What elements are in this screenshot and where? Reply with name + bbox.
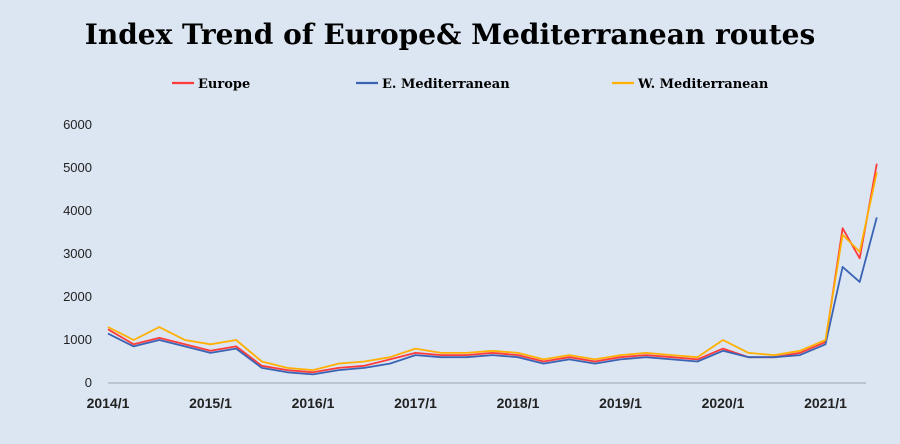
- y-tick-label: 4000: [63, 203, 92, 218]
- x-tick-label: 2015/1: [189, 395, 232, 411]
- legend: Europe E. Mediterranean W. Mediterranean: [172, 77, 769, 92]
- x-tick-label: 2021/1: [804, 395, 847, 411]
- series-lines: [107, 163, 878, 376]
- y-tick-label: 6000: [63, 117, 92, 132]
- y-tick-label: 2000: [63, 289, 92, 304]
- y-tick-label: 0: [85, 375, 92, 390]
- series-line-e-mediterranean: [107, 217, 878, 376]
- legend-label: Europe: [198, 77, 250, 92]
- x-tick-label: 2016/1: [292, 395, 335, 411]
- x-tick-label: 2019/1: [599, 395, 642, 411]
- y-tick-label: 5000: [63, 160, 92, 175]
- y-tick-label: 1000: [63, 332, 92, 347]
- x-tick-label: 2018/1: [497, 395, 540, 411]
- x-tick-label: 2017/1: [394, 395, 437, 411]
- series-line-w-mediterranean: [107, 172, 878, 372]
- legend-label: E. Mediterranean: [382, 77, 510, 92]
- x-axis: 2014/1 2015/1 2016/1 2017/1 2018/1 2019/1 2020…: [87, 382, 866, 411]
- series-line-europe: [107, 163, 878, 374]
- legend-label: W. Mediterranean: [637, 77, 769, 92]
- x-tick-label: 2014/1: [87, 395, 130, 411]
- chart-title: Index Trend of Europe& Mediterranean rou…: [84, 18, 816, 51]
- y-tick-label: 3000: [63, 246, 92, 261]
- x-tick-label: 2020/1: [702, 395, 745, 411]
- y-axis: 0 1000 2000 3000 4000 5000 6000: [63, 117, 92, 390]
